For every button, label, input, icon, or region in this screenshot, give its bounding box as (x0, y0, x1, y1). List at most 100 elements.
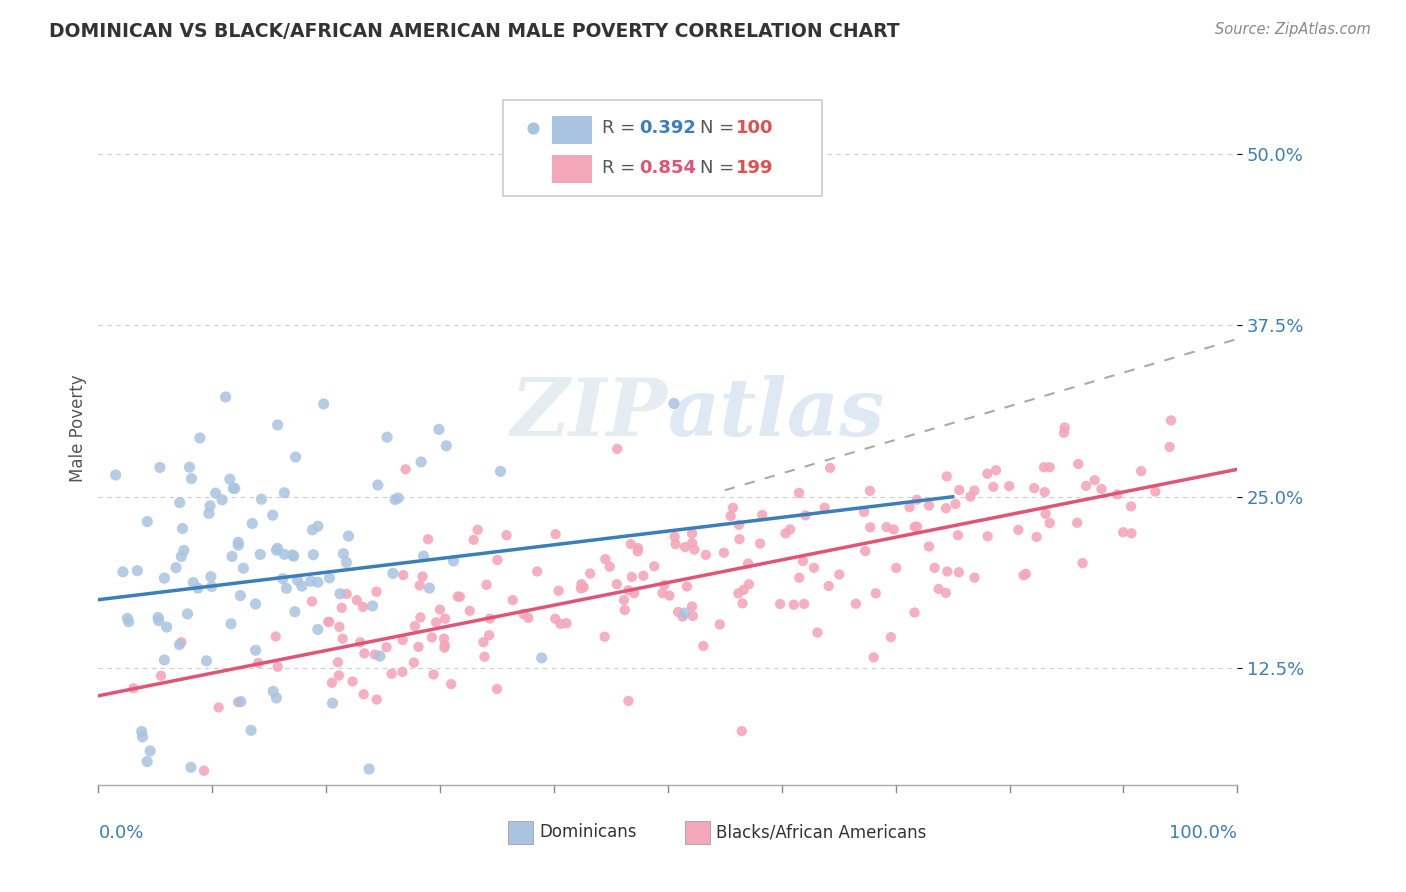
Text: DOMINICAN VS BLACK/AFRICAN AMERICAN MALE POVERTY CORRELATION CHART: DOMINICAN VS BLACK/AFRICAN AMERICAN MALE… (49, 22, 900, 41)
Point (427, 422, 450, 436)
Point (266, 690, 288, 705)
Point (349, 635, 371, 649)
Point (1033, 485, 1056, 500)
Point (984, 463, 1007, 477)
Point (219, 616, 242, 631)
Point (412, 549, 434, 563)
Text: 100: 100 (737, 120, 773, 137)
Point (880, 630, 903, 644)
Point (728, 517, 751, 532)
Point (170, 549, 193, 564)
Point (208, 700, 231, 714)
Point (692, 639, 714, 653)
Point (676, 580, 699, 594)
Bar (551, 116, 592, 145)
Point (198, 499, 221, 513)
Point (935, 586, 957, 600)
Point (898, 500, 921, 515)
Point (651, 586, 673, 600)
Point (579, 566, 602, 581)
Point (738, 577, 761, 591)
Point (366, 692, 388, 706)
Point (402, 656, 425, 670)
Point (404, 619, 426, 633)
Point (658, 589, 681, 603)
Point (381, 566, 404, 581)
Point (495, 528, 517, 542)
Point (918, 499, 941, 513)
Point (221, 549, 243, 564)
Point (673, 606, 696, 620)
Point (814, 500, 837, 515)
Point (169, 495, 191, 509)
Point (817, 579, 839, 593)
Point (486, 553, 509, 567)
Point (318, 615, 340, 629)
Point (307, 623, 329, 637)
Point (429, 602, 451, 616)
Point (787, 486, 810, 500)
Text: R =: R = (602, 159, 641, 177)
Point (329, 587, 352, 601)
Point (247, 656, 270, 670)
Point (905, 519, 928, 533)
Point (550, 616, 572, 631)
Point (198, 507, 221, 521)
Point (1039, 460, 1062, 475)
Point (229, 695, 252, 709)
Point (176, 607, 198, 621)
Text: 0.0%: 0.0% (98, 824, 143, 842)
Point (859, 520, 882, 534)
Point (381, 666, 404, 681)
Point (201, 580, 224, 594)
Point (959, 490, 981, 504)
Point (544, 527, 567, 541)
Point (169, 638, 191, 652)
Text: ZIP: ZIP (510, 376, 668, 452)
Point (727, 586, 749, 600)
Point (330, 600, 353, 615)
Point (291, 579, 314, 593)
Point (433, 638, 456, 652)
Point (728, 532, 751, 546)
Point (440, 677, 463, 691)
Point (264, 630, 287, 644)
Point (904, 520, 927, 534)
Point (1107, 487, 1129, 501)
Point (1012, 568, 1035, 582)
Point (262, 508, 284, 523)
Point (266, 660, 288, 674)
Point (945, 497, 967, 511)
Point (136, 515, 159, 529)
Point (731, 596, 754, 610)
Text: 0.392: 0.392 (640, 120, 696, 137)
Point (416, 533, 439, 547)
Point (569, 582, 592, 596)
Point (411, 455, 433, 469)
Point (226, 538, 249, 552)
Point (472, 635, 495, 649)
Point (1121, 526, 1143, 541)
Point (512, 607, 534, 621)
Point (443, 554, 465, 568)
Text: 0.854: 0.854 (640, 159, 696, 177)
Point (682, 609, 704, 624)
Point (434, 439, 457, 453)
Point (312, 397, 335, 411)
Point (361, 599, 384, 613)
Point (433, 632, 456, 646)
Point (733, 582, 755, 597)
Point (302, 548, 325, 562)
Point (1067, 457, 1090, 471)
Point (262, 684, 284, 698)
Point (572, 580, 595, 594)
Point (613, 603, 636, 617)
Point (633, 568, 655, 582)
Point (266, 541, 288, 556)
Point (486, 681, 509, 696)
Point (1033, 460, 1056, 475)
Point (318, 571, 340, 585)
Point (391, 665, 413, 679)
Point (131, 724, 153, 739)
Point (172, 521, 194, 535)
